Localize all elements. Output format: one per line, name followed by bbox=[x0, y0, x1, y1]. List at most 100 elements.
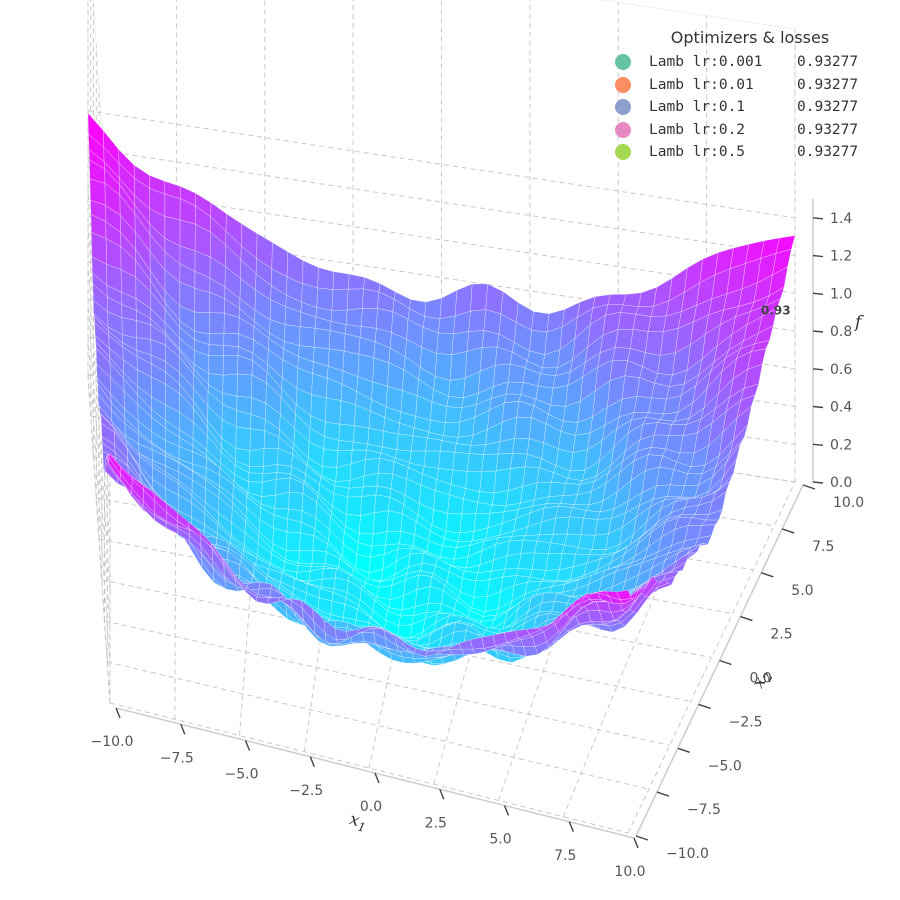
surface-patch bbox=[615, 328, 634, 349]
surface-patch bbox=[299, 326, 316, 348]
y-tick bbox=[635, 835, 649, 841]
legend-marker bbox=[615, 121, 631, 138]
y-tick-label: −2.5 bbox=[729, 714, 763, 730]
surface-patch bbox=[346, 288, 364, 311]
surface-patch bbox=[236, 410, 252, 430]
surface-patch bbox=[504, 552, 522, 570]
z-tick-label: 1.4 bbox=[830, 211, 852, 227]
legend-loss: 0.93277 bbox=[797, 121, 859, 138]
grid-line-y bbox=[104, 620, 670, 746]
surface-patch bbox=[385, 530, 402, 546]
surface-patch bbox=[438, 450, 455, 471]
surface-patch bbox=[426, 603, 442, 613]
surface-patch bbox=[274, 491, 290, 510]
z-tick bbox=[812, 292, 824, 295]
x-tick bbox=[633, 837, 639, 849]
surface-patch bbox=[376, 307, 394, 333]
surface-patch bbox=[451, 331, 469, 356]
surface-patch bbox=[372, 357, 390, 387]
surface-patch bbox=[313, 327, 331, 350]
surface-patch bbox=[518, 552, 535, 570]
surface-patch bbox=[514, 416, 532, 439]
z-tick-label: 0.6 bbox=[830, 362, 852, 378]
grid-line-x bbox=[174, 388, 177, 720]
surface-patch bbox=[468, 309, 487, 332]
tick-labels: −10.0 −7.5 −5.0 −2.5 0.0 2.5 5.0 7.5 10.0 −10.0 −7… bbox=[91, 211, 865, 880]
surface-patch bbox=[311, 549, 327, 564]
z-tick bbox=[812, 368, 824, 371]
surface-patch bbox=[459, 513, 477, 534]
surface-patch bbox=[468, 444, 486, 455]
surface-patch bbox=[249, 448, 265, 468]
surface-patch bbox=[483, 309, 502, 335]
surface-patch bbox=[263, 448, 279, 467]
x-tick-label: 0.0 bbox=[360, 799, 382, 815]
surface-patch bbox=[236, 373, 253, 398]
y-tick-label: 7.5 bbox=[812, 539, 834, 555]
surface-patch bbox=[248, 472, 264, 483]
surface-patch bbox=[531, 552, 549, 571]
y-tick bbox=[802, 484, 816, 490]
surface-patch bbox=[353, 425, 370, 445]
surface-patch bbox=[362, 288, 380, 309]
x-tick bbox=[503, 805, 510, 816]
grid-line-z bbox=[87, 374, 111, 704]
surface-patch bbox=[449, 351, 468, 381]
surface-patch bbox=[411, 435, 428, 452]
z-tick-label: 1.2 bbox=[830, 249, 852, 265]
surface-patch bbox=[347, 486, 364, 498]
surface-patch bbox=[325, 397, 342, 425]
surface-patch bbox=[285, 531, 301, 552]
surface-patch bbox=[470, 283, 488, 312]
surface-patch bbox=[550, 385, 569, 407]
x-tick-label: −5.0 bbox=[225, 767, 259, 783]
surface-patch bbox=[360, 494, 377, 516]
surface-patch bbox=[433, 490, 450, 514]
surface-patch bbox=[288, 491, 304, 512]
z-tick-label: 0.8 bbox=[830, 324, 852, 340]
y-tick bbox=[677, 747, 691, 753]
surface-patch bbox=[632, 313, 652, 332]
legend-marker bbox=[615, 54, 631, 71]
z-tick-label: 0.0 bbox=[830, 475, 852, 491]
y-tick bbox=[698, 703, 711, 710]
y-tick bbox=[656, 791, 670, 797]
surface-patch bbox=[343, 333, 361, 355]
grid-line-y bbox=[109, 702, 629, 834]
surface-patch bbox=[179, 219, 196, 252]
surface-patch bbox=[546, 495, 564, 504]
surface-patch bbox=[448, 377, 466, 398]
surface-patch bbox=[612, 347, 631, 361]
surface-patch bbox=[495, 452, 513, 472]
loss-annotation: 0.93 bbox=[761, 304, 791, 318]
surface-patch bbox=[396, 433, 413, 452]
legend-label: Lamb lr:0.1 bbox=[649, 99, 746, 116]
surface-patch bbox=[445, 513, 463, 534]
surface-patch bbox=[617, 312, 637, 330]
x-tick bbox=[309, 756, 315, 768]
surface-patch bbox=[331, 288, 349, 311]
x-tick-label: −10.0 bbox=[91, 734, 134, 750]
grid-line-z bbox=[87, 261, 111, 590]
surface-patch bbox=[465, 471, 482, 493]
y-tick-label: −5.0 bbox=[708, 758, 742, 774]
legend-loss: 0.93277 bbox=[797, 76, 859, 93]
surface-patch bbox=[454, 443, 472, 454]
y-tick-label: 2.5 bbox=[770, 627, 792, 643]
surface-patch bbox=[367, 427, 384, 448]
surface-patch bbox=[256, 596, 269, 605]
x-tick bbox=[115, 707, 121, 719]
legend-entry-4: Lamb lr:0.2 0.93277 bbox=[608, 119, 878, 142]
surface-patch bbox=[346, 496, 362, 516]
x-tick-label: −7.5 bbox=[160, 750, 194, 766]
surface-patch bbox=[209, 312, 225, 335]
surface-patch bbox=[223, 345, 239, 357]
y-tick bbox=[761, 572, 774, 578]
surface-patch bbox=[537, 373, 556, 389]
surface-patch bbox=[491, 490, 509, 506]
surface-patch bbox=[558, 431, 576, 453]
legend-label: Lamb lr:0.001 bbox=[649, 54, 763, 71]
surface-patch bbox=[372, 510, 389, 535]
legend-loss: 0.93277 bbox=[797, 144, 859, 161]
